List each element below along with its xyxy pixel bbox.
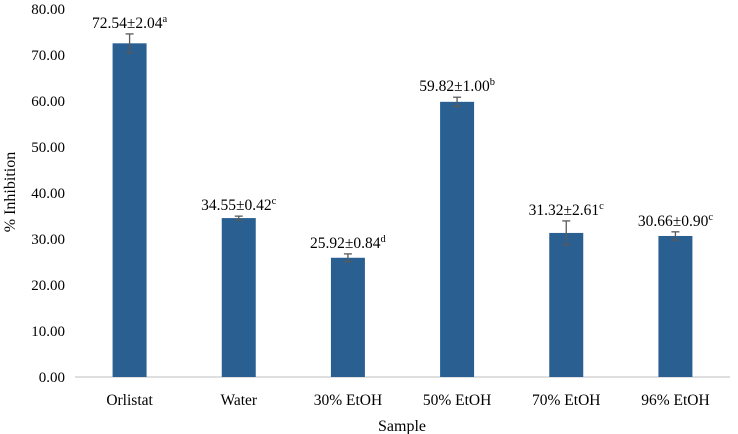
error-bar <box>453 96 462 108</box>
bar <box>221 218 256 377</box>
bar <box>112 43 147 377</box>
x-axis-title: Sample <box>378 418 426 434</box>
x-category-label: 30% EtOH <box>314 392 382 409</box>
y-axis-ticks: 0.00 10.00 20.00 30.00 40.00 50.00 60.00 70.00 8… <box>31 2 65 386</box>
data-label: 30.66±0.90c <box>638 212 714 230</box>
y-tick-label: 60.00 <box>31 94 65 110</box>
bar <box>440 101 475 377</box>
data-label: 25.92±0.84d <box>310 234 387 252</box>
y-tick-label: 30.00 <box>31 232 65 248</box>
error-bar <box>562 220 571 246</box>
y-tick-label: 0.00 <box>39 370 65 386</box>
error-bar <box>234 215 243 221</box>
x-category-label: Orlistat <box>106 392 153 409</box>
x-category-label: 96% EtOH <box>641 392 709 409</box>
error-bar <box>343 253 352 263</box>
y-tick-label: 40.00 <box>31 186 65 202</box>
y-tick-label: 70.00 <box>31 48 65 64</box>
y-tick-label: 20.00 <box>31 278 65 294</box>
x-category-label: Water <box>220 392 257 409</box>
x-category-label: 50% EtOH <box>423 392 491 409</box>
data-label: 34.55±0.42c <box>201 196 277 214</box>
data-labels: 72.54±2.04a 34.55±0.42c 25.92±0.84d 59.82±1… <box>92 14 713 252</box>
y-tick-label: 10.00 <box>31 324 65 340</box>
bar <box>549 232 584 377</box>
data-label: 72.54±2.04a <box>92 14 168 32</box>
error-bar <box>125 33 134 54</box>
data-label: 59.82±1.00b <box>419 77 495 95</box>
bar <box>658 235 693 377</box>
error-bars <box>125 33 680 263</box>
bars <box>112 43 693 377</box>
x-axis-category-labels: Orlistat Water 30% EtOH 50% EtOH 70% EtOH 96%… <box>106 392 709 409</box>
y-tick-label: 80.00 <box>31 2 65 18</box>
x-category-label: 70% EtOH <box>532 392 600 409</box>
y-tick-label: 50.00 <box>31 140 65 156</box>
bar <box>330 257 365 377</box>
data-label: 31.32±2.61c <box>529 201 605 219</box>
error-bar <box>671 231 680 241</box>
y-axis-title: % Inhibition <box>2 152 19 232</box>
